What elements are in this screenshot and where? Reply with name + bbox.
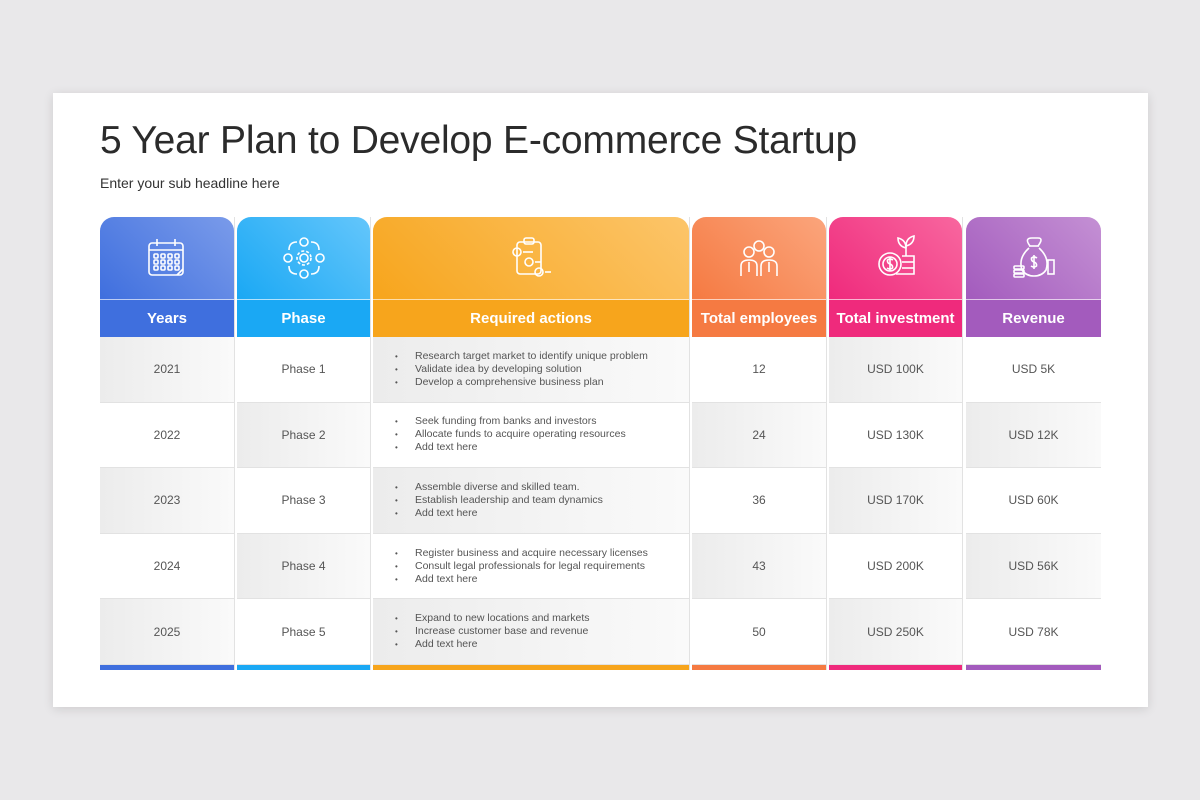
team-icon [740,240,778,276]
column-total-employees: Total employees 12 24 36 43 50 [692,217,827,670]
column-revenue: Revenue USD 5K USD 12K USD 60K USD 56K USD 78… [966,217,1101,670]
page-title: 5 Year Plan to Develop E-commerce Startu… [100,119,858,162]
column-label: Phase [237,300,370,337]
table-cell-years: 2024 [100,534,234,600]
action-item: Assemble diverse and skilled team. [395,481,689,494]
action-item: Register business and acquire necessary … [395,547,689,560]
table-cell-total-investment: USD 200K [829,534,962,600]
table-cell-total-investment: USD 130K [829,403,962,469]
column-header-revenue [966,217,1101,300]
money-bag-icon [1012,237,1055,278]
column-header-total-employees [692,217,826,300]
subtitle: Enter your sub headline here [100,175,280,191]
table-cell-years: 2022 [100,403,234,469]
action-item: Consult legal professionals for legal re… [395,560,689,573]
actions-list: Register business and acquire necessary … [373,547,689,586]
table-cell-phase: Phase 5 [237,599,370,665]
table-cell-actions: Seek funding from banks and investorsAll… [373,403,689,469]
table-cell-actions: Register business and acquire necessary … [373,534,689,600]
column-header-phase [237,217,370,300]
table-cell-revenue: USD 60K [966,468,1101,534]
column-label: Total investment [829,300,962,337]
column-label: Required actions [373,300,689,337]
table-cell-total-employees: 36 [692,468,826,534]
table-cell-total-employees: 24 [692,402,826,469]
table-cell-phase: Phase 1 [237,337,370,403]
action-item: Add text here [395,507,689,520]
column-total-investment: Total investment USD 100K USD 130K USD 170K… [829,217,963,670]
action-item: Research target market to identify uniqu… [395,350,689,363]
action-item: Establish leadership and team dynamics [395,494,689,507]
table-cell-total-employees: 50 [692,599,826,665]
table-cell-total-investment: USD 250K [829,599,962,665]
column-phase: Phase Phase 1 Phase 2 Phase 3 Phase 4 Phase 5 [237,217,371,670]
actions-list: Seek funding from banks and investorsAll… [373,415,689,454]
table-cell-revenue: USD 78K [966,599,1101,665]
actions-list: Research target market to identify uniqu… [373,350,689,389]
action-item: Allocate funds to acquire operating reso… [395,428,689,441]
table-cell-revenue: USD 12K [966,402,1101,469]
table-cell-actions: Research target market to identify uniqu… [373,337,689,403]
action-item: Expand to new locations and markets [395,612,689,625]
table-cell-years: 2025 [100,599,234,665]
table-cell-years: 2023 [100,468,234,534]
column-bottom-bar [237,664,370,670]
checklist-icon [512,237,551,277]
action-item: Add text here [395,573,689,586]
column-bottom-bar [100,664,234,670]
column-bottom-bar [829,664,962,670]
action-item: Validate idea by developing solution [395,363,689,376]
slide: 5 Year Plan to Develop E-commerce Startu… [53,93,1148,707]
table-cell-phase: Phase 4 [237,533,370,600]
process-cycle-icon [282,237,325,279]
table-cell-total-employees: 43 [692,533,826,600]
action-item: Develop a comprehensive business plan [395,376,689,389]
column-header-total-investment [829,217,962,300]
calendar-icon [148,239,184,276]
table-cell-phase: Phase 2 [237,402,370,469]
column-label: Revenue [966,300,1101,337]
table-cell-total-investment: USD 100K [829,337,962,403]
column-years: Years 2021 2022 2023 2024 2025 [100,217,235,670]
table-cell-revenue: USD 5K [966,337,1101,403]
column-header-years [100,217,234,300]
table-cell-revenue: USD 56K [966,533,1101,600]
investment-coin-plant-icon [877,234,915,276]
action-item: Add text here [395,441,689,454]
column-bottom-bar [966,664,1101,670]
action-item: Seek funding from banks and investors [395,415,689,428]
table-cell-actions: Assemble diverse and skilled team.Establ… [373,468,689,534]
table-cell-years: 2021 [100,337,234,403]
table-cell-phase: Phase 3 [237,468,370,534]
action-item: Increase customer base and revenue [395,625,689,638]
table-cell-total-employees: 12 [692,337,826,403]
column-bottom-bar [373,664,689,670]
actions-list: Expand to new locations and marketsIncre… [373,612,689,651]
column-header-required-actions [373,217,689,300]
column-label: Total employees [692,300,826,337]
column-bottom-bar [692,664,826,670]
action-item: Add text here [395,638,689,651]
table-cell-total-investment: USD 170K [829,468,962,534]
table-cell-actions: Expand to new locations and marketsIncre… [373,599,689,665]
column-label: Years [100,300,234,337]
column-required-actions: Required actions Research target market t… [373,217,690,670]
actions-list: Assemble diverse and skilled team.Establ… [373,481,689,520]
